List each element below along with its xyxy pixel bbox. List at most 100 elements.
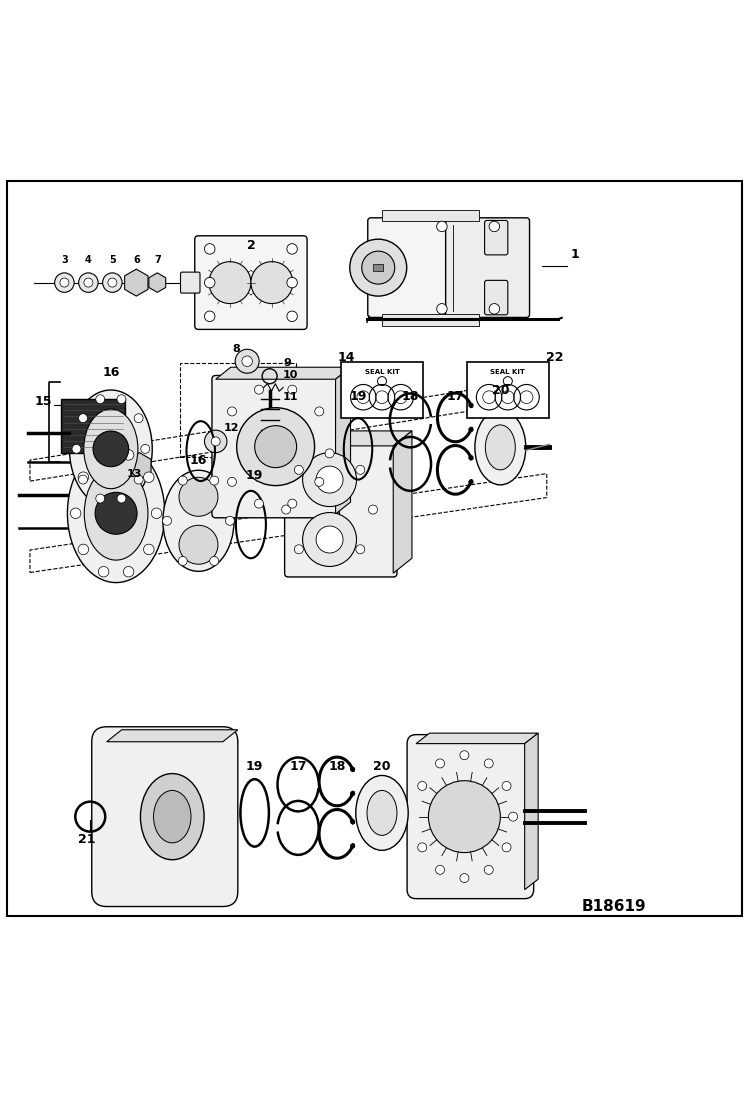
Circle shape [325,449,334,457]
Bar [382,210,479,220]
Circle shape [251,261,293,304]
Circle shape [79,475,88,484]
Circle shape [509,812,518,822]
Text: 19: 19 [246,468,264,482]
Polygon shape [262,437,277,454]
Circle shape [98,566,109,577]
Circle shape [210,476,219,485]
Circle shape [95,493,137,534]
Text: 3: 3 [61,256,68,265]
Text: 17: 17 [446,391,464,404]
Text: 4: 4 [85,256,92,265]
Circle shape [117,494,126,504]
Circle shape [502,781,511,791]
Circle shape [79,414,88,422]
Circle shape [242,357,252,366]
Circle shape [489,304,500,314]
Text: 19: 19 [246,760,264,773]
FancyBboxPatch shape [195,236,307,329]
Polygon shape [127,453,151,479]
Bar [341,362,423,418]
Circle shape [141,444,150,453]
Circle shape [78,472,88,483]
Circle shape [484,759,493,768]
Circle shape [469,403,473,407]
Bar [61,398,125,453]
Circle shape [124,566,134,577]
Circle shape [351,844,355,848]
FancyBboxPatch shape [368,218,452,317]
Circle shape [228,407,237,416]
Circle shape [287,312,297,321]
Circle shape [255,426,297,467]
Text: 11: 11 [283,393,299,403]
Polygon shape [216,367,351,380]
Text: 13: 13 [127,468,142,478]
Polygon shape [124,269,148,296]
Circle shape [356,545,365,554]
Text: SEAL KIT: SEAL KIT [491,369,525,375]
Circle shape [96,494,105,504]
Circle shape [178,476,187,485]
Circle shape [117,395,126,404]
Circle shape [369,505,377,514]
FancyBboxPatch shape [446,218,530,317]
Text: 10: 10 [283,371,299,381]
Bar [180,363,296,457]
Circle shape [179,525,218,564]
Text: 21: 21 [78,833,95,846]
Circle shape [179,477,218,517]
Text: 18: 18 [328,760,346,773]
Circle shape [303,453,357,507]
Circle shape [351,791,355,795]
FancyBboxPatch shape [485,281,508,315]
Text: 6: 6 [133,256,140,265]
Circle shape [316,527,343,553]
Circle shape [134,414,143,422]
Text: 14: 14 [337,351,355,364]
Circle shape [96,395,105,404]
Polygon shape [288,431,412,445]
Text: 5: 5 [109,256,116,265]
Circle shape [287,278,297,287]
Circle shape [351,767,355,771]
Text: 20: 20 [373,760,391,773]
Circle shape [435,866,445,874]
Text: 15: 15 [34,395,52,408]
Circle shape [469,479,473,484]
FancyBboxPatch shape [92,726,238,906]
Circle shape [356,465,365,474]
Circle shape [255,385,264,394]
FancyBboxPatch shape [407,735,533,898]
Ellipse shape [154,791,191,842]
Circle shape [469,428,473,432]
Ellipse shape [84,409,138,488]
Circle shape [55,273,74,292]
Circle shape [489,222,500,231]
Circle shape [287,244,297,255]
Circle shape [209,261,251,304]
Circle shape [163,517,172,525]
Circle shape [124,450,134,460]
Circle shape [108,279,117,287]
Circle shape [60,279,69,287]
Ellipse shape [475,410,526,485]
Circle shape [502,842,511,852]
Circle shape [204,278,215,287]
Circle shape [418,842,427,852]
Polygon shape [393,431,412,574]
Circle shape [151,508,162,519]
Circle shape [204,430,227,453]
Text: 12: 12 [223,423,239,433]
Text: SEAL KIT: SEAL KIT [365,369,399,375]
Circle shape [350,239,407,296]
Ellipse shape [141,773,204,860]
Circle shape [144,472,154,483]
Circle shape [204,244,215,255]
Circle shape [469,455,473,460]
Polygon shape [149,273,166,292]
Polygon shape [416,733,538,744]
Circle shape [79,273,98,292]
Text: 16: 16 [189,454,207,467]
Circle shape [134,475,143,484]
